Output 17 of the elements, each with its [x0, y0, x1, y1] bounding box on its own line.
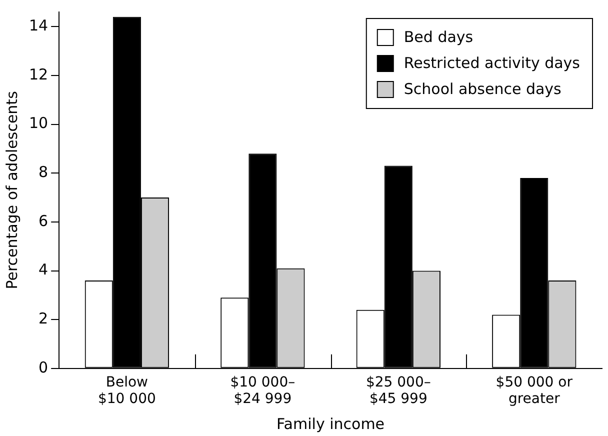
x-tick-label: $25 000– $45 999: [366, 374, 431, 408]
y-tick-label: 12: [28, 65, 48, 84]
y-tick-label: 0: [38, 358, 48, 376]
x-tick-label: $50 000 or greater: [496, 374, 573, 408]
y-axis-title: Percentage of adolescents: [2, 90, 21, 290]
x-tick-label: $10 000– $24 999: [230, 374, 296, 408]
x-tick-label: Below $10 000: [98, 374, 156, 408]
y-tick-label: 4: [38, 260, 48, 279]
legend-label: School absence days: [404, 80, 562, 98]
y-tick-label: 2: [38, 309, 48, 328]
x-axis-title: Family income: [276, 414, 385, 433]
y-tick-label: 14: [28, 16, 48, 35]
y-tick-label: 10: [28, 114, 48, 132]
legend-label: Bed days: [404, 28, 474, 46]
y-tick-label: 6: [38, 212, 48, 230]
y-tick-label: 8: [38, 163, 48, 182]
legend-label: Restricted activity days: [404, 54, 580, 72]
